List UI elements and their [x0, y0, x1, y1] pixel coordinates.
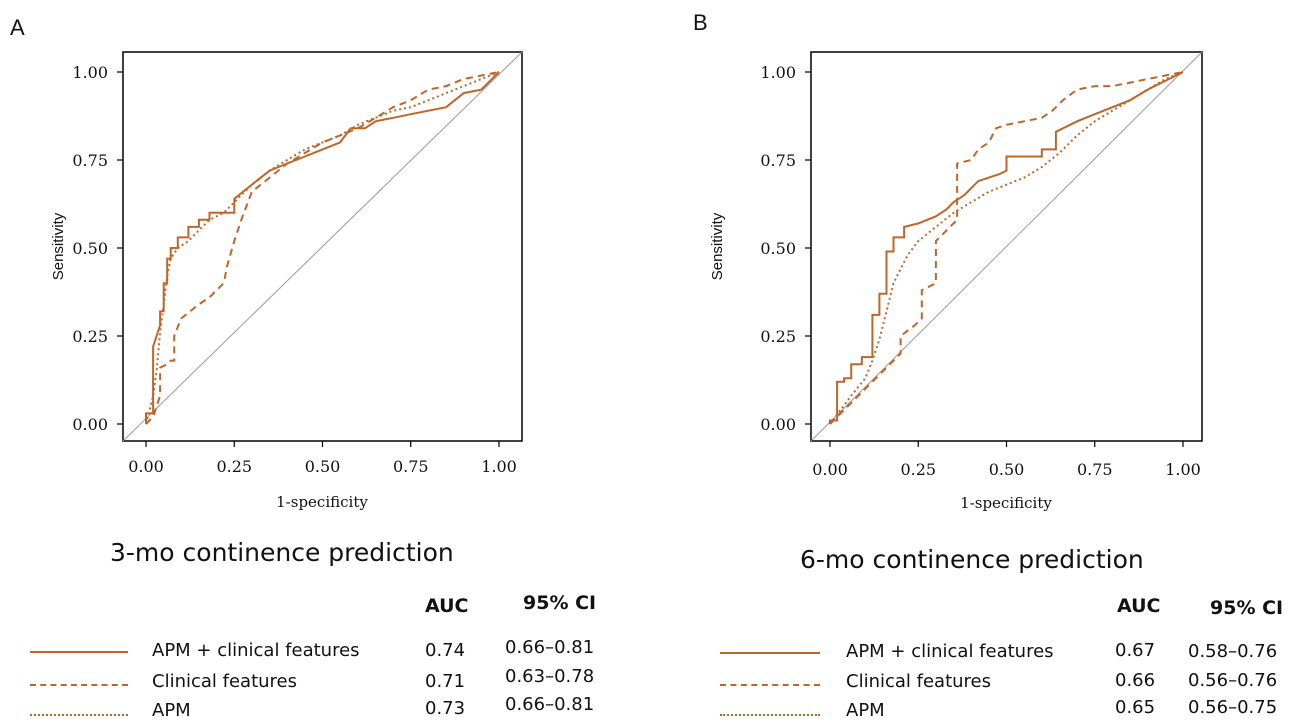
legend-a-auc-2: 0.71 [425, 671, 466, 692]
panel-b-plot: 0.00 0.00 0.25 0.25 0.50 0.50 0.75 0.75 1.00 1.00… [709, 51, 1203, 512]
legend-a-ci-2: 0.63–0.78 [505, 666, 595, 687]
legend-a-ci-1: 0.66–0.81 [505, 637, 595, 658]
reference-diagonal-a [122, 51, 523, 442]
legend-a-dashed-swatch [30, 684, 128, 686]
legend-b-ci-2: 0.56–0.76 [1188, 670, 1278, 691]
x-axis-label-b: 1-specificity [960, 494, 1052, 512]
x-tick-label-a-0: 0.00 [128, 457, 164, 476]
legend-a-label-3: APM [152, 700, 191, 721]
roc-curve-a-dotted [145, 71, 500, 425]
roc-curve-a-solid [145, 71, 500, 424]
y-tick-label-b-2: 0.50 [760, 239, 796, 258]
x-tick-label-b-1: 0.25 [900, 460, 936, 479]
reference-diagonal-b [810, 51, 1203, 442]
y-axis-label-a: Sensitivity [50, 212, 67, 280]
y-tick-label-a-0: 0.00 [72, 415, 108, 434]
legend-b-dotted-swatch [720, 714, 820, 716]
legend-a-solid-swatch [30, 651, 128, 653]
legend-b-label-1: APM + clinical features [846, 641, 1054, 662]
y-axis-label-b: Sensitivity [709, 212, 726, 280]
legend-a-auc-3: 0.73 [425, 698, 466, 719]
x-tick-label-a-3: 0.75 [393, 457, 429, 476]
legend-a-dotted-swatch [30, 714, 128, 716]
x-tick-label-a-2: 0.50 [305, 457, 341, 476]
roc-curve-b-dotted [829, 71, 1184, 425]
panel-b-letter: B [693, 10, 708, 35]
legend-b-auc-2: 0.66 [1115, 670, 1156, 691]
y-tick-label-a-2: 0.50 [72, 239, 108, 258]
roc-curve-b-dashed [829, 71, 1184, 425]
panel-a-plot: 0.00 0.00 0.25 0.25 0.50 0.50 0.75 0.75 1.00 1.00… [50, 51, 523, 511]
y-tick-label-b-1: 0.25 [760, 327, 796, 346]
legend-b-label-3: APM [846, 700, 885, 721]
y-tick-label-a-4: 1.00 [72, 63, 108, 82]
x-axis-label-a: 1-specificity [276, 493, 368, 511]
legend-a-ci-header: 95% CI [523, 592, 597, 614]
roc-curve-a-dashed [145, 71, 500, 425]
legend-a-label-1: APM + clinical features [152, 640, 360, 661]
legend-a-ci-3: 0.66–0.81 [505, 694, 595, 715]
y-tick-label-b-4: 1.00 [760, 63, 796, 82]
legend-b-ci-3: 0.56–0.75 [1188, 697, 1278, 718]
legend-b-ci-header: 95% CI [1210, 597, 1284, 619]
legend-b-dashed-swatch [720, 684, 820, 686]
legend-b-auc-1: 0.67 [1115, 640, 1156, 661]
y-tick-label-b-3: 0.75 [760, 151, 796, 170]
legend-a-label-2: Clinical features [152, 671, 297, 692]
roc-curve-b-solid [829, 71, 1184, 424]
y-tick-label-a-1: 0.25 [72, 327, 108, 346]
x-tick-label-b-0: 0.00 [812, 460, 848, 479]
x-tick-label-a-4: 1.00 [481, 457, 517, 476]
legend-a-auc-header: AUC [425, 595, 469, 617]
legend-a-auc-1: 0.74 [425, 640, 466, 661]
legend-b-auc-header: AUC [1117, 595, 1161, 617]
panel-b-subtitle: 6-mo continence prediction [800, 545, 1144, 574]
x-tick-label-b-3: 0.75 [1077, 460, 1113, 479]
x-tick-label-a-1: 0.25 [216, 457, 252, 476]
y-tick-label-a-3: 0.75 [72, 151, 108, 170]
legend-b-label-2: Clinical features [846, 671, 991, 692]
x-tick-label-b-2: 0.50 [989, 460, 1025, 479]
panel-a-subtitle: 3-mo continence prediction [110, 538, 454, 567]
y-tick-label-b-0: 0.00 [760, 415, 796, 434]
legend-b-auc-3: 0.65 [1115, 697, 1156, 718]
legend-b-solid-swatch [720, 652, 820, 654]
x-tick-label-b-4: 1.00 [1165, 460, 1201, 479]
panel-a-letter: A [10, 15, 25, 40]
legend-b-ci-1: 0.58–0.76 [1188, 641, 1278, 662]
